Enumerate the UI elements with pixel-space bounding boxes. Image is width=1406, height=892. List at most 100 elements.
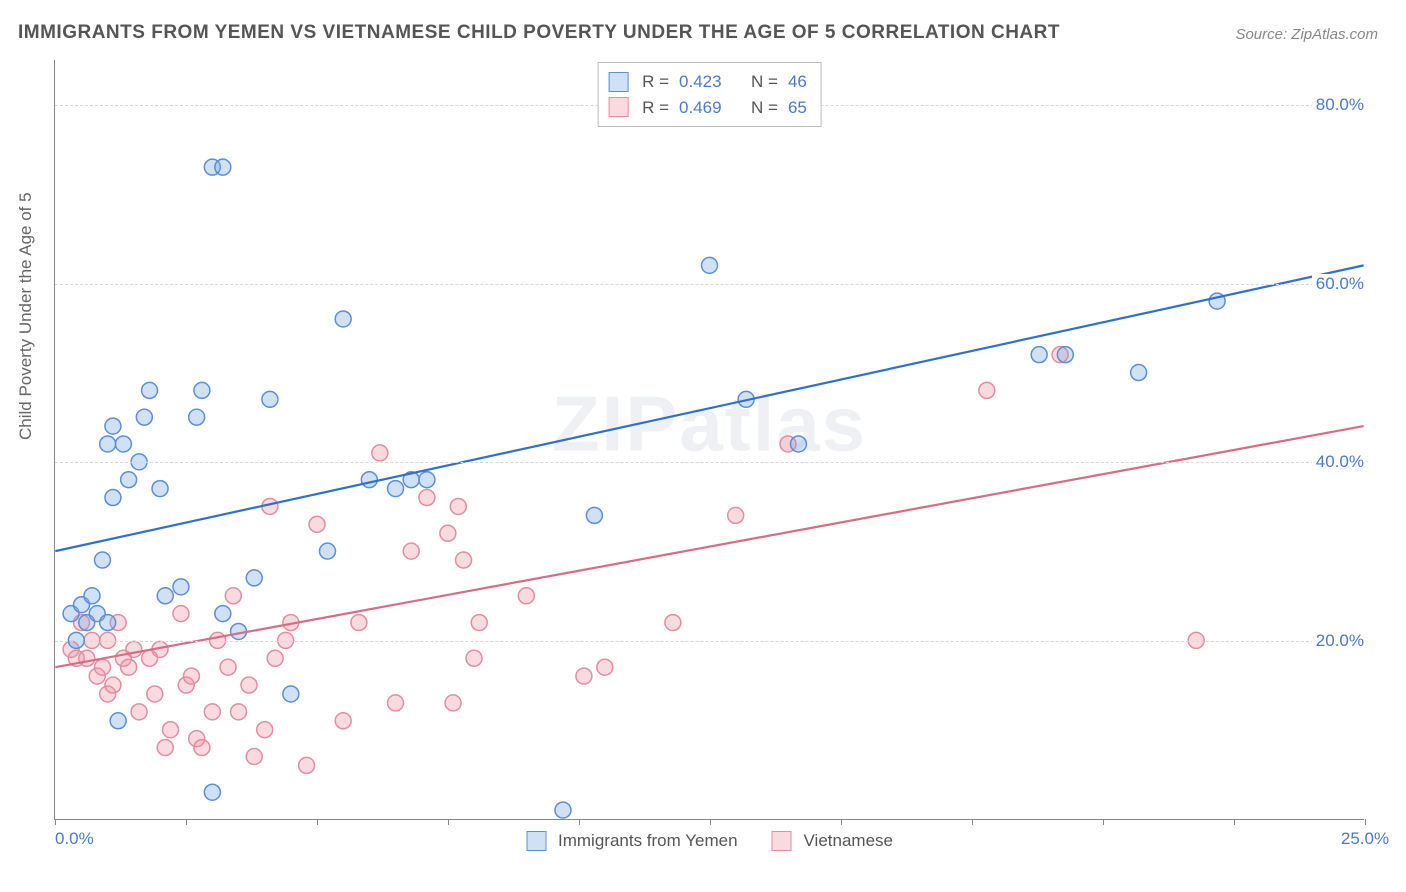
data-point: [456, 552, 472, 568]
swatch-bottom-1: [526, 831, 546, 851]
data-point: [576, 668, 592, 684]
y-tick-label: 20.0%: [1312, 631, 1368, 651]
x-tick: [448, 819, 449, 825]
data-point: [126, 641, 142, 657]
gridline: [55, 462, 1364, 463]
data-point: [121, 472, 137, 488]
data-point: [173, 606, 189, 622]
data-point: [665, 615, 681, 631]
y-tick-label: 60.0%: [1312, 274, 1368, 294]
bottom-legend: Immigrants from Yemen Vietnamese: [526, 831, 893, 851]
data-point: [351, 615, 367, 631]
stats-legend: R = 0.423 N = 46 R = 0.469 N = 65: [597, 62, 822, 127]
r-value-1: 0.423: [679, 69, 722, 95]
data-point: [183, 668, 199, 684]
data-point: [105, 677, 121, 693]
data-point: [105, 490, 121, 506]
n-value-1: 46: [788, 69, 807, 95]
x-tick: [317, 819, 318, 825]
data-point: [597, 659, 613, 675]
data-point: [262, 391, 278, 407]
n-label: N =: [751, 95, 778, 121]
data-point: [225, 588, 241, 604]
x-tick: [186, 819, 187, 825]
stats-row-2: R = 0.469 N = 65: [608, 95, 807, 121]
chart-title: IMMIGRANTS FROM YEMEN VS VIETNAMESE CHIL…: [18, 22, 1060, 44]
x-tick: [1103, 819, 1104, 825]
data-point: [372, 445, 388, 461]
data-point: [204, 784, 220, 800]
r-label: R =: [642, 95, 669, 121]
data-point: [335, 311, 351, 327]
data-point: [115, 436, 131, 452]
legend-item-2: Vietnamese: [772, 831, 893, 851]
x-tick-label: 25.0%: [1341, 829, 1389, 849]
x-tick: [710, 819, 711, 825]
data-point: [189, 409, 205, 425]
data-point: [309, 516, 325, 532]
data-point: [388, 695, 404, 711]
data-point: [246, 749, 262, 765]
x-tick: [55, 819, 56, 825]
data-point: [1031, 347, 1047, 363]
data-point: [215, 606, 231, 622]
swatch-series2: [608, 97, 628, 117]
data-point: [440, 525, 456, 541]
chart-plot-area: ZIPatlas R = 0.423 N = 46 R = 0.469 N = …: [54, 60, 1364, 820]
data-point: [100, 436, 116, 452]
data-point: [147, 686, 163, 702]
data-point: [555, 802, 571, 818]
data-point: [267, 650, 283, 666]
trend-line: [55, 265, 1363, 551]
x-tick: [1234, 819, 1235, 825]
data-point: [94, 659, 110, 675]
r-label: R =: [642, 69, 669, 95]
x-tick: [841, 819, 842, 825]
swatch-series1: [608, 72, 628, 92]
x-tick: [1365, 819, 1366, 825]
data-point: [100, 615, 116, 631]
data-point: [728, 507, 744, 523]
data-point: [231, 704, 247, 720]
data-point: [1131, 365, 1147, 381]
data-point: [257, 722, 273, 738]
stats-row-1: R = 0.423 N = 46: [608, 69, 807, 95]
n-value-2: 65: [788, 95, 807, 121]
gridline: [55, 284, 1364, 285]
data-point: [1057, 347, 1073, 363]
x-tick: [579, 819, 580, 825]
data-point: [157, 588, 173, 604]
legend-item-1: Immigrants from Yemen: [526, 831, 738, 851]
data-point: [79, 650, 95, 666]
data-point: [173, 579, 189, 595]
data-point: [84, 588, 100, 604]
data-point: [283, 686, 299, 702]
data-point: [194, 740, 210, 756]
data-point: [121, 659, 137, 675]
legend-label-2: Vietnamese: [804, 831, 893, 851]
data-point: [450, 498, 466, 514]
scatter-svg: [55, 60, 1364, 819]
data-point: [790, 436, 806, 452]
data-point: [403, 543, 419, 559]
data-point: [335, 713, 351, 729]
data-point: [445, 695, 461, 711]
data-point: [157, 740, 173, 756]
r-value-2: 0.469: [679, 95, 722, 121]
data-point: [241, 677, 257, 693]
data-point: [142, 382, 158, 398]
data-point: [979, 382, 995, 398]
data-point: [361, 472, 377, 488]
y-tick-label: 40.0%: [1312, 452, 1368, 472]
data-point: [471, 615, 487, 631]
data-point: [131, 704, 147, 720]
data-point: [466, 650, 482, 666]
data-point: [215, 159, 231, 175]
data-point: [518, 588, 534, 604]
data-point: [319, 543, 335, 559]
data-point: [702, 257, 718, 273]
y-axis-title: Child Poverty Under the Age of 5: [16, 192, 36, 440]
data-point: [246, 570, 262, 586]
data-point: [419, 490, 435, 506]
data-point: [194, 382, 210, 398]
